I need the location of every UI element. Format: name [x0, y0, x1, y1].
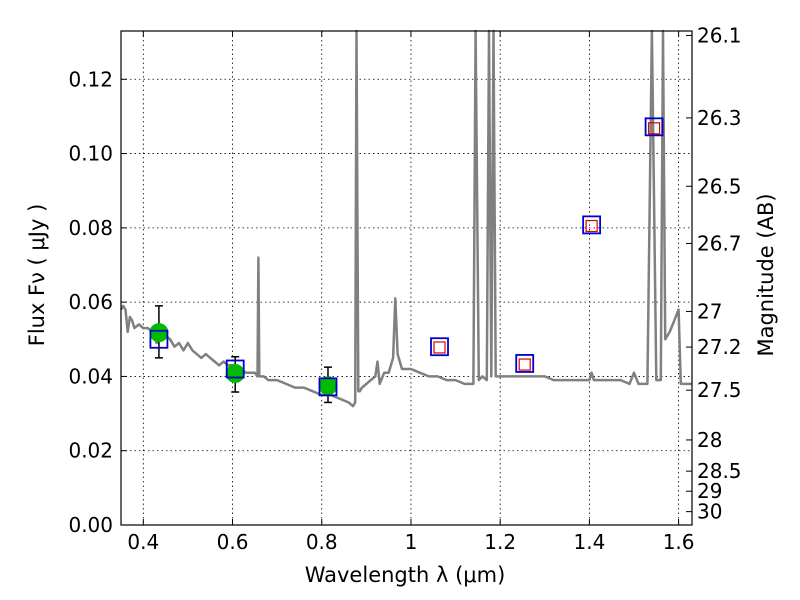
y2-tick-label: 26.5 [697, 174, 742, 198]
model-spectrum [119, 29, 692, 408]
x-tick-label: 1.4 [573, 530, 605, 554]
y-tick-label: 0.08 [68, 216, 113, 240]
red-model-square [433, 341, 446, 354]
x-tick-label: 1.2 [484, 530, 516, 554]
plot-frame [120, 30, 693, 526]
y2-tick-label: 27.2 [697, 335, 742, 359]
blue-model-square [430, 337, 449, 357]
y2-tick-label: 26.1 [697, 23, 742, 47]
y2-tick-label: 28 [697, 428, 722, 452]
blue-model-square [644, 117, 664, 137]
y-tick-label: 0.02 [68, 439, 113, 463]
blue-model-square [225, 359, 245, 379]
y-tick-label: 0.10 [68, 142, 113, 166]
blue-model-square [318, 377, 338, 397]
red-model-square [647, 122, 661, 135]
blue-model-square [515, 354, 535, 373]
x-tick-label: 1 [405, 530, 418, 554]
observed-point [225, 363, 245, 383]
grid [121, 31, 692, 526]
x-tick-label: 0.6 [217, 530, 249, 554]
blue-model-square [582, 215, 602, 235]
y2-tick-label: 29 [697, 479, 722, 503]
y-tick-label: 0.06 [68, 290, 113, 314]
y-tick-label: 0.12 [68, 67, 113, 91]
y-tick-label: 0.00 [68, 513, 113, 537]
y2-axis-label: Magnitude (AB) [754, 193, 778, 356]
red-model-square [518, 358, 531, 371]
x-axis-label: Wavelength λ (μm) [305, 563, 506, 587]
x-tick-label: 0.8 [306, 530, 338, 554]
x-tick-label: 0.4 [127, 530, 159, 554]
y2-tick-label: 26.3 [697, 106, 742, 130]
y-tick-label: 0.04 [68, 364, 113, 388]
observed-point [149, 323, 169, 343]
spectrum-line [119, 29, 692, 408]
y-axis-label: Flux Fν ( μJy ) [25, 204, 49, 347]
y2-tick-label: 27.5 [697, 378, 742, 402]
photometry-markers [149, 117, 664, 404]
y2-tick-label: 30 [697, 500, 722, 524]
x-tick-label: 1.6 [663, 530, 695, 554]
red-model-square [585, 219, 598, 233]
observed-point [318, 376, 338, 396]
y2-tick-label: 27 [697, 299, 722, 323]
y2-tick-label: 28.5 [697, 459, 742, 483]
blue-model-square [149, 329, 169, 349]
y2-tick-label: 26.7 [697, 231, 742, 255]
axis-ticks: 0.4 0.6 0.8 1 1.2 1.4 1.6 0.00 0.02 0.04 0.06 0.08 0… [68, 23, 741, 554]
